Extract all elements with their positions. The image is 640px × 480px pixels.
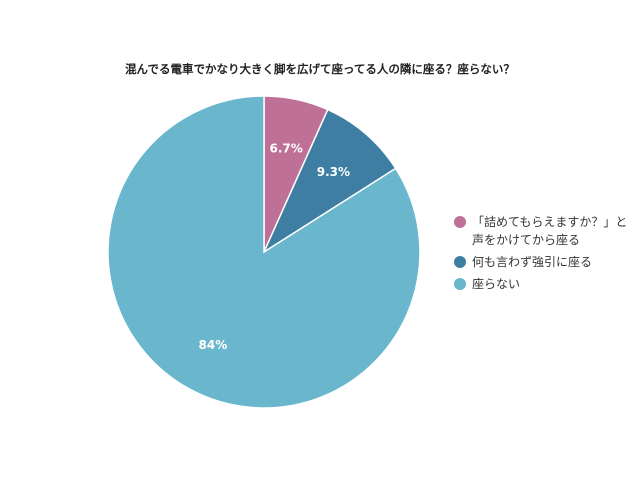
slice-value-label: 84% <box>199 338 228 352</box>
legend-label: 何も言わず強引に座る <box>472 254 592 269</box>
legend-label: 座らない <box>472 276 520 291</box>
pie-slices <box>107 95 421 409</box>
slice-value-label: 9.3% <box>317 165 350 179</box>
chart-title: 混んでる電車でかなり大きく脚を広げて座ってる人の隣に座る？座らない？ <box>125 62 515 76</box>
legend-label: 「詰めてもらえますか？」と <box>472 214 627 229</box>
pie-slice-2 <box>262 108 397 254</box>
slice-value-label: 6.7% <box>270 141 303 155</box>
legend-marker <box>454 278 466 290</box>
pie-slice-3 <box>107 95 421 409</box>
legend-marker <box>454 256 466 268</box>
slice-labels: 6.7% 9.3% 84% <box>199 141 351 352</box>
legend-marker <box>454 216 466 228</box>
legend-label: 声をかけてから座る <box>472 232 580 247</box>
